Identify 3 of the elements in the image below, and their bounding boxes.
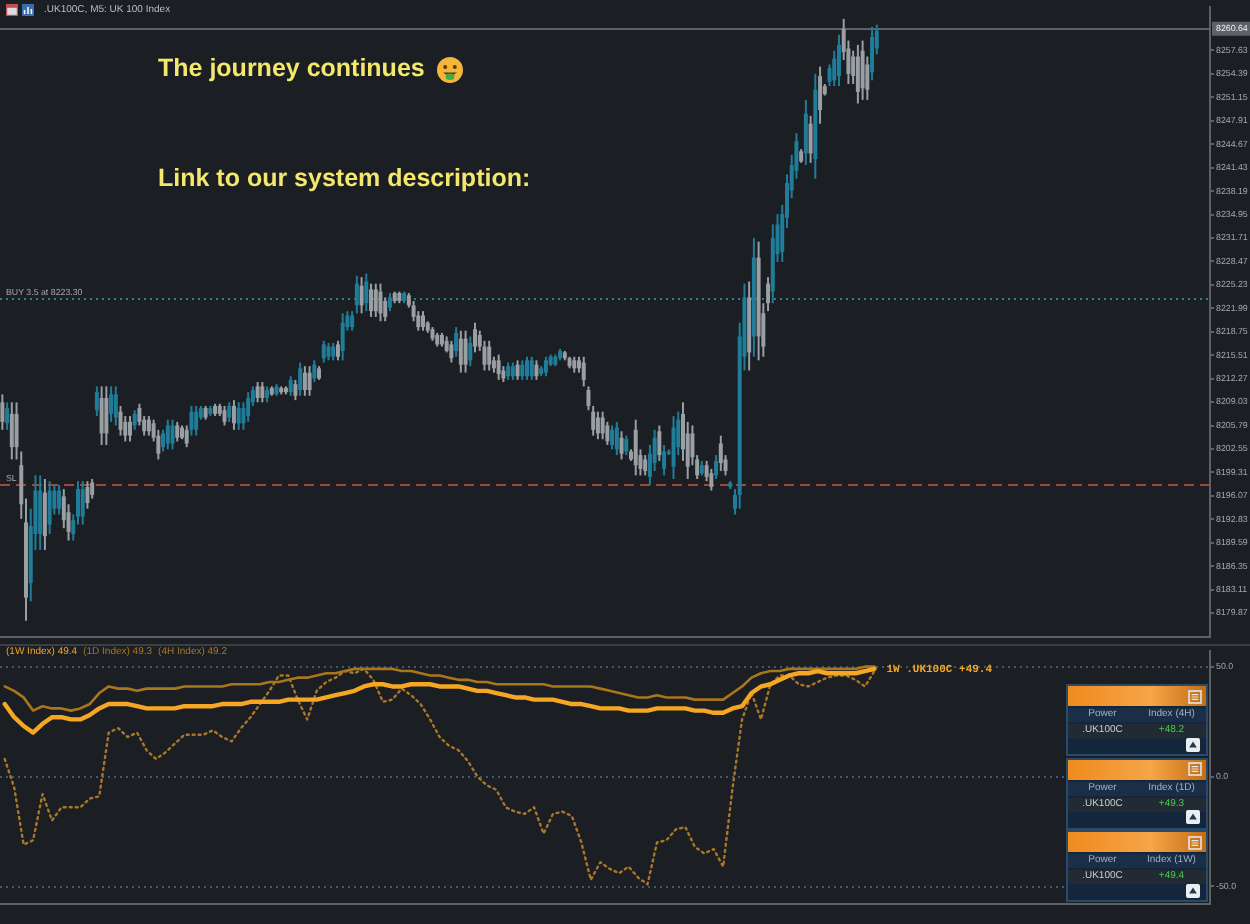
annotation: The journey continues (158, 54, 425, 84)
line-series (3, 667, 876, 886)
annotation: Link to our system description: (158, 164, 531, 194)
